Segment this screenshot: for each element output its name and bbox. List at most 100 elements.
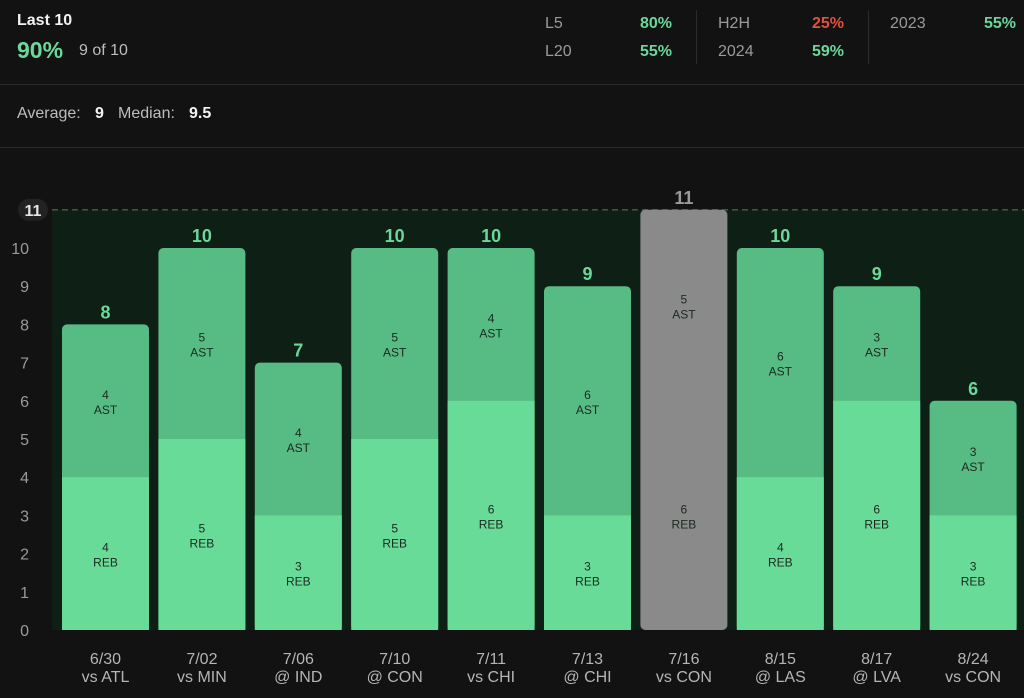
ast-value-label: 6	[584, 388, 591, 402]
reb-series-label: REB	[382, 537, 407, 551]
bar-total-label: 11	[674, 188, 693, 208]
stat-value-h2h: 25%	[811, 15, 844, 32]
hit-rate-percent: 90%	[17, 37, 64, 63]
threshold-badge-label: 11	[25, 203, 42, 220]
bar-reb	[833, 400, 921, 630]
stat-label-2024: 2024	[718, 43, 754, 60]
ast-value-label: 5	[391, 331, 398, 345]
x-tick-opponent: @ LAS	[755, 669, 806, 686]
x-tick-opponent: @ CON	[367, 669, 423, 686]
x-tick-opponent: @ CHI	[563, 669, 611, 686]
x-tick-date: 7/13	[572, 651, 603, 668]
bar-reb-cap	[736, 622, 824, 630]
bar-reb	[158, 439, 246, 630]
x-tick-date: 7/11	[476, 651, 506, 668]
ast-value-label: 3	[970, 445, 977, 459]
x-tick-date: 8/17	[861, 651, 892, 668]
reb-series-label: REB	[864, 517, 889, 531]
ast-value-label: 5	[199, 331, 206, 345]
ast-value-label: 3	[873, 331, 880, 345]
x-tick-date: 8/15	[765, 651, 796, 668]
summary-header: Last 10 90% 9 of 10 L5 80% L20 55% H2H 2…	[0, 0, 1024, 85]
reb-value-label: 3	[584, 560, 591, 574]
ast-value-label: 4	[102, 388, 109, 402]
reb-value-label: 5	[199, 522, 206, 536]
ast-series-label: AST	[383, 346, 407, 360]
ast-series-label: AST	[961, 460, 985, 474]
ast-value-label: 6	[777, 350, 784, 364]
reb-value-label: 6	[873, 502, 880, 516]
bar-reb-cap	[62, 622, 149, 630]
stat-divider	[696, 10, 697, 64]
ast-value-label: 5	[681, 292, 688, 306]
bar-total-label: 6	[968, 379, 978, 399]
stat-label-2023: 2023	[890, 15, 926, 32]
bar-total-label: 10	[481, 226, 501, 246]
x-tick-opponent: @ LVA	[852, 669, 901, 686]
ast-series-label: AST	[94, 403, 118, 417]
ast-value-label: 4	[488, 311, 495, 325]
reb-value-label: 3	[295, 560, 302, 574]
bar-highlight	[640, 209, 728, 631]
y-tick-label: 0	[20, 623, 29, 640]
y-tick-label: 8	[20, 317, 29, 334]
bar-total-label: 9	[582, 264, 592, 284]
bar-reb	[447, 400, 535, 630]
reb-series-label: REB	[672, 517, 697, 531]
y-tick-label: 2	[20, 547, 29, 564]
reb-value-label: 6	[681, 502, 688, 516]
stat-value-2024: 59%	[811, 43, 844, 60]
reb-value-label: 4	[102, 541, 109, 555]
reb-series-label: REB	[575, 575, 600, 589]
bar-total-label: 10	[192, 226, 212, 246]
ast-value-label: 4	[295, 426, 302, 440]
median-label: Median:	[118, 105, 175, 122]
bar-reb	[929, 515, 1017, 630]
reb-series-label: REB	[286, 575, 311, 589]
bar-total-label: 10	[770, 226, 790, 246]
bar-reb-cap	[254, 622, 342, 630]
bar-total-label: 10	[385, 226, 405, 246]
threshold-badge	[18, 198, 48, 221]
bar-reb-cap	[447, 622, 535, 630]
reb-value-label: 3	[970, 560, 977, 574]
x-tick-date: 7/06	[283, 651, 314, 668]
x-tick-date: 7/16	[668, 651, 699, 668]
bar-reb-cap	[544, 622, 631, 630]
y-tick-label: 9	[20, 279, 29, 296]
bar-reb	[62, 477, 149, 630]
stat-value-l5: 80%	[639, 15, 672, 32]
ast-series-label: AST	[287, 441, 311, 455]
y-tick-label: 5	[20, 432, 29, 449]
y-tick-label: 1	[20, 585, 29, 602]
stat-label-h2h: H2H	[718, 15, 751, 32]
stat-label-l5: L5	[545, 15, 563, 32]
stat-divider	[868, 10, 869, 64]
average-label: Average:	[17, 105, 81, 122]
bar-reb	[254, 515, 342, 630]
average-median-bar: Average: 9 Median: 9.5	[0, 85, 1024, 148]
ast-series-label: AST	[479, 326, 503, 340]
bar-reb	[351, 439, 439, 630]
bar-reb-cap	[158, 622, 246, 630]
reb-value-label: 5	[391, 522, 398, 536]
average-value: 9	[95, 105, 104, 122]
reb-series-label: REB	[93, 556, 118, 570]
ast-series-label: AST	[576, 403, 600, 417]
y-tick-label: 6	[20, 394, 29, 411]
ast-series-label: AST	[865, 346, 889, 360]
x-tick-date: 7/02	[186, 651, 217, 668]
ast-series-label: AST	[672, 307, 696, 321]
bar-total-label: 7	[293, 341, 303, 361]
bar-reb-cap	[351, 622, 439, 630]
hit-count: 9 of 10	[79, 42, 128, 59]
reb-value-label: 4	[777, 541, 784, 555]
ast-series-label: AST	[190, 346, 214, 360]
reb-series-label: REB	[768, 556, 793, 570]
x-tick-date: 6/30	[90, 651, 121, 668]
x-tick-opponent: vs CON	[656, 669, 712, 686]
x-tick-date: 8/24	[958, 651, 989, 668]
bar-reb-cap	[929, 622, 1017, 630]
bar-reb	[736, 477, 824, 630]
